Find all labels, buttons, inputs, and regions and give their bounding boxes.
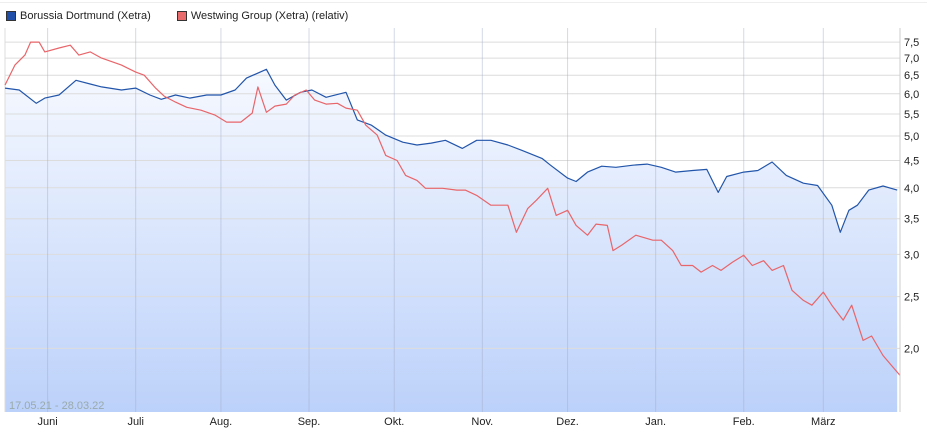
y-tick-label: 5,5 — [904, 109, 919, 121]
y-tick-label: 2,5 — [904, 292, 919, 304]
y-tick-label: 3,0 — [904, 249, 919, 261]
legend: Borussia Dortmund (Xetra) Westwing Group… — [6, 10, 348, 22]
x-tick-label: Feb. — [733, 416, 755, 428]
top-divider — [0, 2, 927, 3]
legend-item-bvb: Borussia Dortmund (Xetra) — [6, 10, 151, 22]
legend-swatch-red — [176, 11, 187, 21]
x-tick-label: Nov. — [471, 416, 493, 428]
x-tick-label: Aug. — [210, 416, 233, 428]
series-line-westwing — [4, 41, 901, 376]
y-tick-label: 4,5 — [904, 155, 919, 167]
legend-label: Westwing Group (Xetra) (relativ) — [190, 10, 349, 22]
legend-label: Borussia Dortmund (Xetra) — [20, 10, 151, 22]
y-tick-label: 6,0 — [904, 89, 919, 101]
legend-item-westwing: Westwing Group (Xetra) (relativ) — [176, 10, 349, 22]
y-tick-label: 2,0 — [904, 343, 919, 355]
x-tick-label: Juni — [38, 416, 58, 428]
x-tick-label: Okt. — [384, 416, 404, 428]
x-tick-label: Jan. — [645, 416, 666, 428]
date-range-label: 17.05.21 - 28.03.22 — [9, 400, 104, 412]
y-tick-label: 7,5 — [904, 37, 919, 49]
y-tick-label: 6,5 — [904, 70, 919, 82]
y-tick-label: 3,5 — [904, 214, 919, 226]
x-tick-label: Dez. — [556, 416, 579, 428]
y-tick-label: 4,0 — [904, 183, 919, 195]
x-tick-label: Juli — [127, 416, 144, 428]
y-tick-label: 5,0 — [904, 131, 919, 143]
x-tick-label: März — [811, 416, 835, 428]
area-fill — [5, 69, 898, 413]
x-tick-label: Sep. — [298, 416, 321, 428]
series-line-bvb — [4, 68, 898, 233]
legend-swatch-blue — [6, 11, 16, 21]
y-tick-label: 7,0 — [904, 53, 919, 65]
